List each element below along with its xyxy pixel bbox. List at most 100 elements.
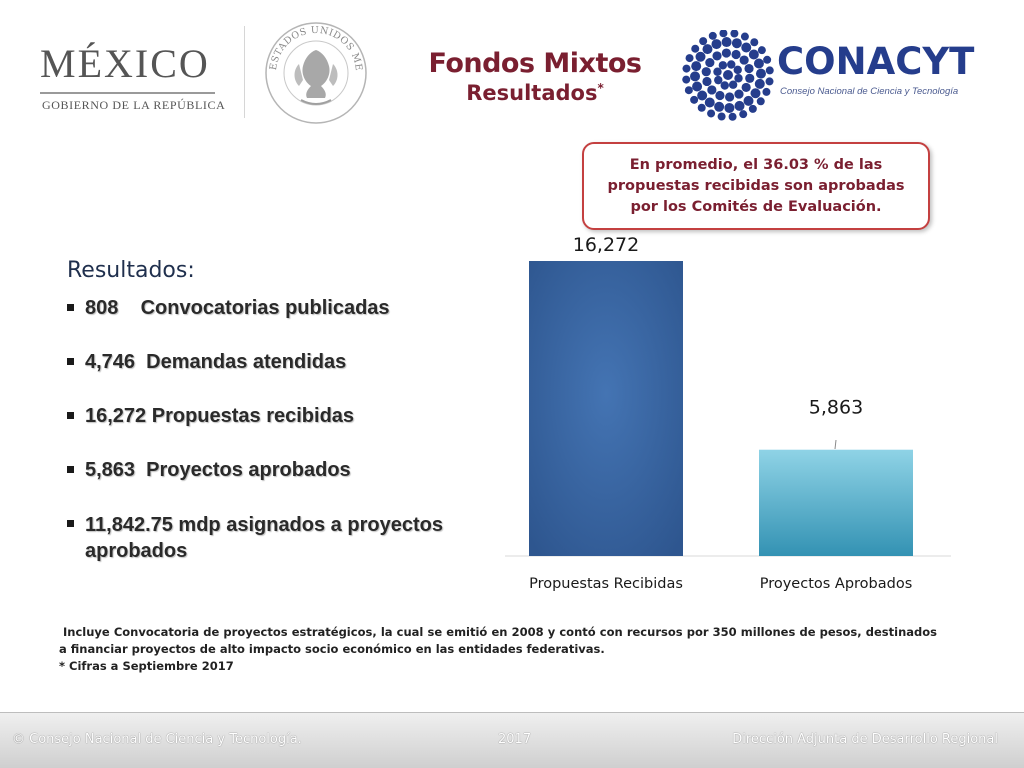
conacyt-dot: [741, 82, 751, 93]
callout-text: En promedio, el 36.03 % de las propuesta…: [607, 156, 905, 215]
title-block: Fondos Mixtos Resultados*: [400, 48, 670, 105]
bullet-icon: [67, 412, 74, 419]
conacyt-dot: [765, 66, 774, 75]
conacyt-dot: [750, 88, 761, 99]
bullet-icon: [67, 304, 74, 311]
footer-rule: [0, 712, 1024, 713]
conacyt-dot: [720, 81, 729, 90]
conacyt-dot: [739, 110, 748, 119]
footnote-line-2: * Cifras a Septiembre 2017: [59, 659, 234, 673]
conacyt-dot: [721, 48, 731, 58]
list-item: 4,746 Demandas atendidas: [67, 350, 517, 374]
conacyt-dot: [714, 101, 725, 112]
conacyt-dot: [701, 67, 711, 77]
list-item: 5,863 Proyectos aprobados: [67, 458, 517, 482]
conacyt-dot: [740, 32, 749, 41]
conacyt-dot: [712, 51, 722, 61]
conacyt-dot: [697, 90, 708, 101]
conacyt-dot: [705, 57, 715, 68]
mexico-logo-rule: [40, 92, 215, 94]
conacyt-dot: [684, 86, 693, 95]
conacyt-logo: CONACYT Consejo Nacional de Ciencia y Te…: [680, 30, 980, 121]
conacyt-dot: [690, 95, 699, 104]
conacyt-dot: [691, 44, 700, 53]
list-item: 16,272 Propuestas recibidas: [67, 404, 517, 428]
conacyt-dot: [727, 60, 736, 69]
conacyt-dot: [707, 109, 716, 118]
page-subtitle-text: Resultados: [466, 81, 598, 105]
chart-category-label-0: Propuestas Recibidas: [529, 576, 683, 592]
footnote-line-1: Incluye Convocatoria de proyectos estrat…: [59, 625, 937, 656]
label-leader-line: [834, 439, 837, 450]
conacyt-dot: [765, 77, 774, 86]
chart-data-label-0: 16,272: [573, 235, 639, 256]
list-item-text: 16,272 Propuestas recibidas: [85, 405, 355, 427]
conacyt-subtitle: Consejo Nacional de Ciencia y Tecnología: [780, 86, 959, 97]
conacyt-dot: [734, 74, 743, 83]
conacyt-dot: [757, 46, 766, 55]
subtitle-asterisk: *: [597, 81, 604, 95]
list-item: 808 Convocatorias publicadas: [67, 296, 517, 320]
footer-year: 2017: [498, 732, 532, 747]
conacyt-dot: [707, 85, 717, 95]
conacyt-dot: [723, 70, 733, 80]
bar-chart-svg: 16,272 Propuestas Recibidas 5,863 Proyectos…: [505, 235, 951, 592]
list-item: 11,842.75 mdp asignados a proyectos apro…: [67, 512, 517, 564]
conacyt-dot: [704, 97, 715, 108]
footer-department: Dirección Adjunta de Desarrollo Regional: [732, 732, 998, 747]
callout-box: En promedio, el 36.03 % de las propuesta…: [582, 142, 930, 230]
bar-chart: 16,272 Propuestas Recibidas 5,863 Proyectos…: [505, 235, 965, 605]
conacyt-dot: [725, 92, 735, 102]
conacyt-dot: [697, 103, 706, 112]
conacyt-dot: [695, 51, 706, 62]
conacyt-wordmark: CONACYT: [777, 40, 975, 83]
mexico-logo-subtitle: GOBIERNO DE LA REPÚBLICA: [42, 98, 226, 112]
list-item-text: 4,746 Demandas atendidas: [85, 351, 347, 373]
conacyt-dot: [731, 38, 742, 49]
conacyt-dot: [721, 37, 732, 48]
conacyt-dot: [714, 75, 723, 85]
conacyt-dot: [741, 42, 752, 53]
conacyt-dot: [724, 102, 735, 113]
conacyt-dot: [702, 44, 713, 55]
footnote: Incluye Convocatoria de proyectos estrat…: [59, 624, 937, 675]
results-heading: Resultados:: [67, 258, 195, 283]
header-divider: [244, 26, 245, 118]
conacyt-dot: [763, 55, 772, 64]
chart-bar-0: [529, 261, 683, 556]
conacyt-dot: [708, 31, 717, 40]
conacyt-dot: [692, 81, 703, 92]
list-item-text: 11,842.75 mdp asignados a proyectos apro…: [85, 514, 443, 562]
conacyt-dot: [711, 39, 722, 50]
conacyt-dot: [739, 55, 749, 65]
conacyt-dot: [715, 90, 725, 101]
conacyt-dot: [699, 37, 708, 46]
bullet-icon: [67, 358, 74, 365]
chart-data-label-1: 5,863: [809, 397, 863, 419]
conacyt-dot: [719, 30, 728, 38]
conacyt-dots-icon: [682, 30, 774, 121]
conacyt-dot: [754, 78, 765, 89]
conacyt-dot: [728, 112, 737, 121]
conacyt-dot: [748, 49, 759, 60]
conacyt-dot: [756, 97, 765, 106]
mexico-wordmark: MÉXICO: [40, 41, 210, 86]
chart-bar-1: [759, 449, 913, 556]
conacyt-dot: [734, 100, 745, 111]
conacyt-dot: [713, 67, 722, 76]
mexico-government-logo: MÉXICO GOBIERNO DE LA REPÚBLICA: [40, 40, 226, 112]
chart-category-label-1: Proyectos Aprobados: [760, 576, 913, 592]
page-title: Fondos Mixtos: [428, 48, 642, 79]
page-subtitle: Resultados*: [400, 81, 670, 105]
conacyt-dot: [690, 71, 701, 82]
conacyt-dot: [691, 61, 702, 72]
bullet-icon: [67, 520, 74, 527]
conacyt-dot: [731, 49, 741, 60]
conacyt-dot: [734, 89, 744, 99]
conacyt-dot: [750, 38, 759, 47]
bullet-icon: [67, 466, 74, 473]
conacyt-dot: [718, 61, 728, 70]
conacyt-dot: [682, 75, 691, 84]
conacyt-dot: [728, 80, 738, 89]
results-list: 808 Convocatorias publicadas 4,746 Deman…: [67, 296, 517, 594]
